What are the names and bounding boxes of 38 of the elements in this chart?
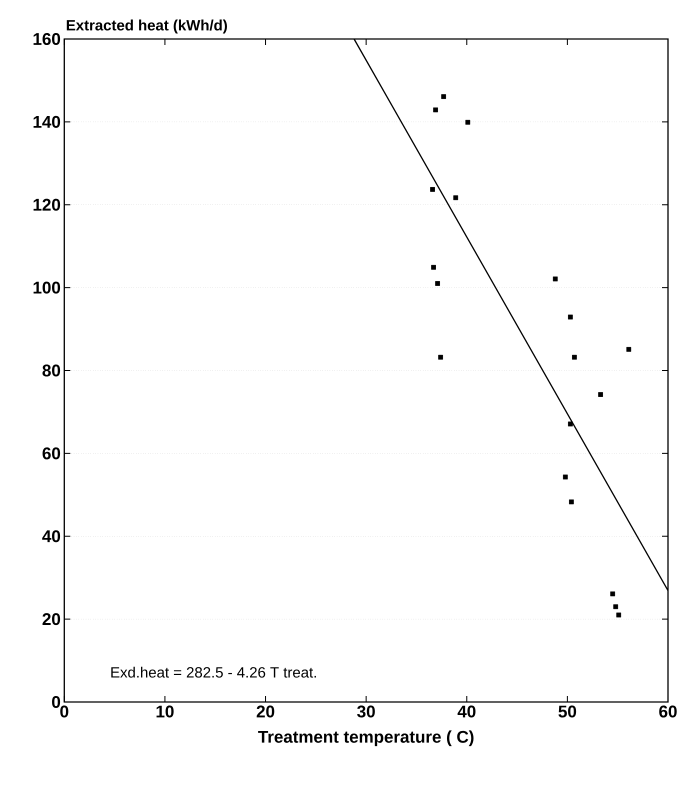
point	[441, 94, 446, 100]
point	[613, 604, 618, 610]
x-tick-label: 50	[558, 706, 576, 718]
annotation: Exd.heat = 282.5 - 4.26 T treat.	[111, 666, 316, 678]
x-axis-title: Treatment temperature ( C)	[258, 730, 474, 746]
y-tick-label: 40	[42, 530, 60, 542]
point	[431, 264, 436, 270]
y-tick-label: 120	[34, 198, 60, 211]
point	[430, 187, 435, 192]
y-tick-label: 60	[42, 447, 60, 460]
x-tick-label: 10	[156, 706, 174, 718]
point	[572, 354, 577, 360]
point	[433, 107, 438, 112]
point	[610, 591, 616, 596]
x-tick-label: 20	[256, 706, 274, 718]
point	[435, 281, 440, 286]
point	[552, 276, 558, 282]
y-tick-label: 100	[34, 282, 60, 294]
x-tick-label: 60	[659, 706, 677, 718]
point	[453, 195, 458, 200]
point	[569, 499, 574, 504]
y-tick-label: 0	[52, 696, 60, 708]
point	[562, 474, 568, 480]
y-tick-label: 140	[34, 116, 60, 128]
point	[616, 612, 622, 618]
y-tick-label: 20	[42, 613, 60, 626]
point	[438, 354, 444, 360]
y-tick-label: 160	[34, 33, 60, 46]
y-axis-title: Extracted heat (kWh/d)	[66, 20, 227, 34]
point	[568, 422, 573, 426]
x-tick-label: 0	[60, 706, 68, 718]
x-tick-label: 30	[357, 706, 375, 718]
point	[568, 314, 573, 320]
point	[626, 346, 632, 352]
x-tick-label: 40	[458, 706, 476, 718]
point	[598, 392, 603, 397]
point	[465, 120, 470, 125]
y-tick-label: 80	[42, 364, 60, 377]
